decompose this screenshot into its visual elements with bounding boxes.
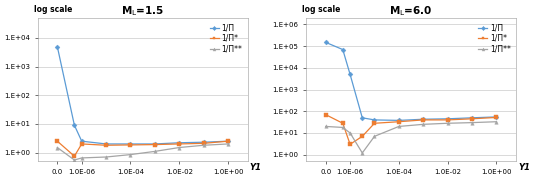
- 1/Π**: [103, 156, 109, 158]
- 1/Π: [103, 143, 109, 145]
- Line: 1/Π**: 1/Π**: [56, 142, 230, 162]
- 1/Π**: [493, 121, 500, 123]
- 1/Π**: [71, 159, 77, 161]
- 1/Π*: [103, 144, 109, 146]
- 1/Π: [152, 143, 158, 145]
- Text: log scale: log scale: [302, 5, 340, 14]
- 1/Π: [396, 119, 402, 122]
- 1/Π**: [176, 146, 183, 149]
- 1/Π: [420, 118, 427, 120]
- 1/Π**: [420, 123, 427, 125]
- 1/Π*: [71, 155, 77, 157]
- Legend: 1/Π, 1/Π*, 1/Π**: 1/Π, 1/Π*, 1/Π**: [208, 22, 244, 55]
- 1/Π: [78, 140, 85, 142]
- Line: 1/Π*: 1/Π*: [324, 113, 498, 146]
- 1/Π*: [176, 143, 183, 145]
- 1/Π: [359, 117, 365, 119]
- 1/Π*: [396, 121, 402, 123]
- 1/Π*: [359, 135, 365, 137]
- Line: 1/Π: 1/Π: [56, 45, 230, 146]
- 1/Π**: [225, 143, 231, 145]
- 1/Π**: [54, 146, 60, 149]
- 1/Π: [469, 117, 475, 119]
- Title: M$_\mathrm{L}$=1.5: M$_\mathrm{L}$=1.5: [121, 4, 164, 18]
- Line: 1/Π**: 1/Π**: [324, 120, 498, 155]
- 1/Π**: [127, 154, 134, 156]
- 1/Π**: [396, 125, 402, 127]
- Text: log scale: log scale: [34, 5, 72, 14]
- 1/Π**: [347, 132, 354, 134]
- Title: M$_\mathrm{L}$=6.0: M$_\mathrm{L}$=6.0: [389, 4, 433, 18]
- 1/Π: [127, 143, 134, 145]
- 1/Π*: [469, 118, 475, 120]
- Line: 1/Π: 1/Π: [324, 41, 498, 122]
- 1/Π**: [444, 122, 451, 124]
- 1/Π**: [152, 150, 158, 153]
- 1/Π*: [420, 119, 427, 121]
- 1/Π**: [340, 126, 346, 129]
- 1/Π*: [200, 142, 207, 144]
- 1/Π: [371, 119, 378, 121]
- 1/Π**: [359, 152, 365, 154]
- 1/Π: [493, 116, 500, 118]
- 1/Π*: [152, 144, 158, 146]
- 1/Π*: [371, 122, 378, 124]
- 1/Π: [225, 140, 231, 142]
- 1/Π: [71, 124, 77, 126]
- Text: Y1: Y1: [518, 163, 530, 172]
- Legend: 1/Π, 1/Π*, 1/Π**: 1/Π, 1/Π*, 1/Π**: [477, 22, 512, 55]
- 1/Π**: [371, 135, 378, 137]
- 1/Π: [340, 49, 346, 51]
- 1/Π*: [54, 140, 60, 142]
- Text: Y1: Y1: [250, 163, 262, 172]
- 1/Π**: [200, 144, 207, 146]
- 1/Π*: [78, 143, 85, 145]
- 1/Π*: [347, 143, 354, 145]
- 1/Π: [54, 45, 60, 48]
- 1/Π: [444, 118, 451, 120]
- 1/Π*: [225, 140, 231, 142]
- 1/Π: [176, 142, 183, 144]
- 1/Π**: [469, 122, 475, 124]
- Line: 1/Π*: 1/Π*: [56, 139, 230, 158]
- 1/Π**: [323, 125, 329, 127]
- 1/Π*: [493, 116, 500, 118]
- 1/Π**: [78, 157, 85, 159]
- 1/Π: [200, 141, 207, 143]
- 1/Π: [323, 41, 329, 43]
- 1/Π*: [127, 144, 134, 146]
- 1/Π*: [340, 122, 346, 124]
- 1/Π*: [323, 113, 329, 116]
- 1/Π: [347, 73, 354, 76]
- 1/Π*: [444, 119, 451, 121]
